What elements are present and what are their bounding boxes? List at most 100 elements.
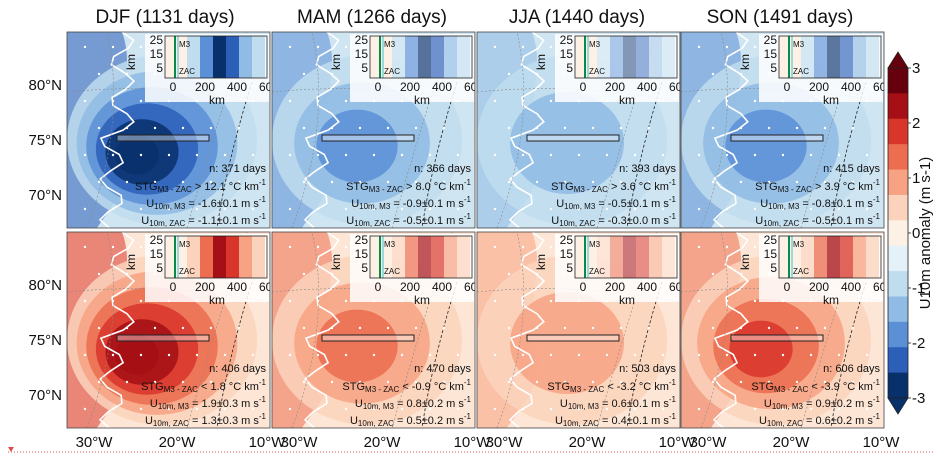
inset-label-m3: M3 xyxy=(589,240,601,249)
inset-x-label: km xyxy=(414,93,430,107)
inset-profile-band xyxy=(457,236,470,278)
significance-dot xyxy=(251,353,255,357)
colorbar: 3 2 1 0 -1 -2 -3 U10m anomaly (m s-1) xyxy=(887,51,934,415)
significance-dot xyxy=(633,153,637,157)
inset-profile-band xyxy=(226,236,239,278)
significance-dot xyxy=(83,45,87,49)
significance-dot xyxy=(456,407,460,411)
stg-threshold: STGM3 - ZAC < -3.2 °C km-1 xyxy=(547,378,676,394)
significance-dot xyxy=(195,207,199,211)
inset-profile-band xyxy=(636,236,649,278)
x-tick-label: 20°W xyxy=(569,434,607,451)
significance-dot xyxy=(456,153,460,157)
inset-x-tick: 200 xyxy=(605,80,625,94)
significance-dot xyxy=(456,207,460,211)
significance-dot xyxy=(125,272,129,276)
significance-dot xyxy=(223,353,227,357)
inset-label-m3: M3 xyxy=(384,240,396,249)
significance-dot xyxy=(97,326,101,330)
inset-y-tick: 15 xyxy=(150,247,164,261)
significance-dot xyxy=(428,207,432,211)
significance-dot xyxy=(414,180,418,184)
significance-dot xyxy=(344,99,348,103)
significance-dot xyxy=(125,72,129,76)
significance-dot xyxy=(697,153,701,157)
inset-x-label: km xyxy=(209,93,225,107)
transect-box xyxy=(526,134,620,142)
u10m-zac-value: U10m, ZAC = -0.3±0.0 m s-1 xyxy=(551,212,676,228)
transect-box xyxy=(116,334,210,342)
significance-dot xyxy=(711,272,715,276)
significance-dot xyxy=(521,153,525,157)
inset-profile-band xyxy=(853,36,866,78)
significance-dot xyxy=(535,126,539,130)
significance-dot xyxy=(725,299,729,303)
inset-profile-band xyxy=(200,236,213,278)
significance-dot xyxy=(507,380,511,384)
colorbar-band xyxy=(888,144,908,171)
colorbar-tick-label: 2 xyxy=(912,115,920,132)
u10m-zac-value: U10m, ZAC = 0.6±0.2 m s-1 xyxy=(759,412,881,428)
inset-y-tick: 5 xyxy=(566,261,573,275)
inset-x-tick: 400 xyxy=(841,80,861,94)
significance-dot xyxy=(316,245,320,249)
x-tick-label: 10°W xyxy=(454,434,492,451)
x-tick-label: 10°W xyxy=(659,434,697,451)
significance-dot xyxy=(97,72,101,76)
significance-dot xyxy=(97,272,101,276)
inset-x-tick: 400 xyxy=(637,280,657,294)
significance-dot xyxy=(139,153,143,157)
significance-dot xyxy=(493,99,497,103)
anomaly-contour xyxy=(510,92,624,194)
stg-threshold: STGM3 - ZAC > 3.6 °C km-1 xyxy=(551,178,676,194)
y-tick-label: 70°N xyxy=(28,387,62,404)
significance-dot xyxy=(753,153,757,157)
inset-y-tick: 25 xyxy=(560,33,574,47)
significance-dot xyxy=(316,99,320,103)
inset-x-tick: 400 xyxy=(227,80,247,94)
significance-dot xyxy=(605,153,609,157)
inset-x-tick: 600 xyxy=(873,280,893,294)
inset-profile-band xyxy=(418,36,431,78)
u10m-m3-value: U10m, M3 = -0.9±0.1 m s-1 xyxy=(351,195,471,211)
inset-x-label: km xyxy=(823,93,839,107)
significance-dot xyxy=(521,407,525,411)
inset-x-tick: 600 xyxy=(873,80,893,94)
significance-dot xyxy=(661,153,665,157)
significance-dot xyxy=(521,207,525,211)
significance-dot xyxy=(549,407,553,411)
significance-dot xyxy=(823,326,827,330)
colorbar-tick-label: -3 xyxy=(912,390,925,407)
significance-dot xyxy=(633,353,637,357)
significance-dot xyxy=(781,207,785,211)
significance-dot xyxy=(725,99,729,103)
inset-profile-band xyxy=(840,236,853,278)
significance-dot xyxy=(697,245,701,249)
inset-y-tick: 25 xyxy=(355,33,369,47)
significance-dot xyxy=(97,126,101,130)
significance-dot xyxy=(619,180,623,184)
colorbar-band xyxy=(888,194,908,221)
significance-dot xyxy=(837,207,841,211)
inset-y-label: km xyxy=(534,254,548,270)
significance-dot xyxy=(563,326,567,330)
significance-dot xyxy=(223,207,227,211)
inset-profile-band xyxy=(239,36,252,78)
inset-x-tick: 200 xyxy=(400,80,420,94)
significance-dot xyxy=(605,407,609,411)
significance-dot xyxy=(521,45,525,49)
inset-profile-band xyxy=(840,36,853,78)
significance-dot xyxy=(591,126,595,130)
significance-dot xyxy=(428,353,432,357)
sample-count: n: 366 days xyxy=(414,163,471,175)
significance-dot xyxy=(549,299,553,303)
x-tick-label: 30°W xyxy=(690,434,728,451)
significance-dot xyxy=(288,407,292,411)
inset-profile-band xyxy=(814,236,827,278)
significance-dot xyxy=(372,407,376,411)
significance-dot xyxy=(372,153,376,157)
significance-dot xyxy=(83,99,87,103)
significance-dot xyxy=(809,353,813,357)
